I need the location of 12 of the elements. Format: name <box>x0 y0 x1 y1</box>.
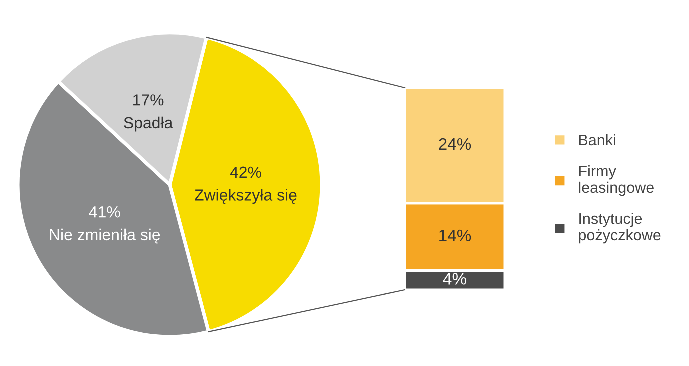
slice-label: Nie zmieniła się <box>50 228 160 244</box>
data-label: 41% <box>89 206 120 218</box>
data-label: 4% <box>443 273 466 285</box>
data-label: 42% <box>230 166 262 178</box>
data-label: 14% <box>440 230 472 242</box>
data-label: 17% <box>134 94 164 106</box>
data-label: 24% <box>439 138 472 150</box>
slice-label: Spadła <box>124 116 174 132</box>
legend-label: Firmy leasingowe <box>579 165 654 196</box>
legend-label: Instytucje pożyczkowe <box>579 212 661 244</box>
slice-label: Zwiększyła się <box>195 189 297 204</box>
legend-label: Banki <box>579 134 616 146</box>
